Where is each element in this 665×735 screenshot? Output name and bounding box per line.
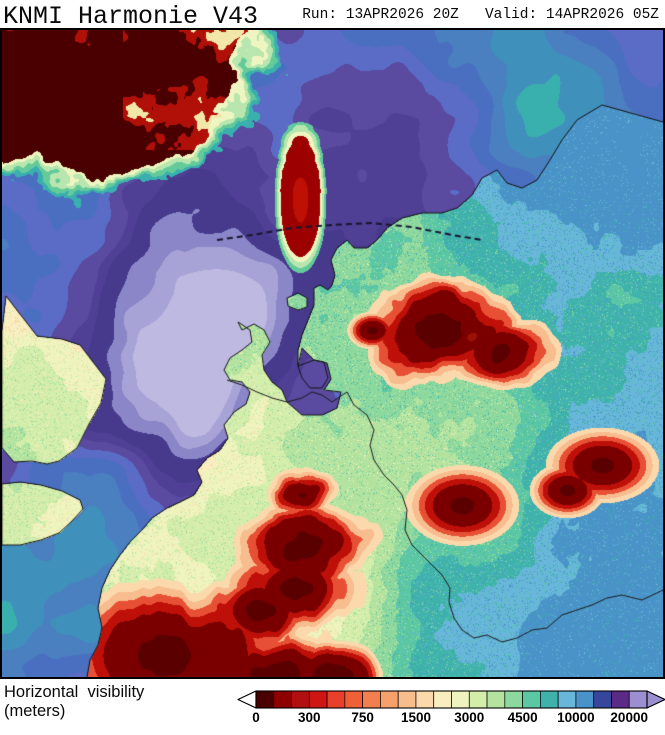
svg-text:3000: 3000 — [454, 710, 484, 725]
svg-text:10000: 10000 — [557, 710, 595, 725]
svg-text:750: 750 — [351, 710, 374, 725]
svg-text:4500: 4500 — [508, 710, 538, 725]
svg-text:1500: 1500 — [401, 710, 431, 725]
svg-text:0: 0 — [252, 710, 260, 725]
svg-text:300: 300 — [298, 710, 321, 725]
svg-text:20000: 20000 — [610, 710, 648, 725]
